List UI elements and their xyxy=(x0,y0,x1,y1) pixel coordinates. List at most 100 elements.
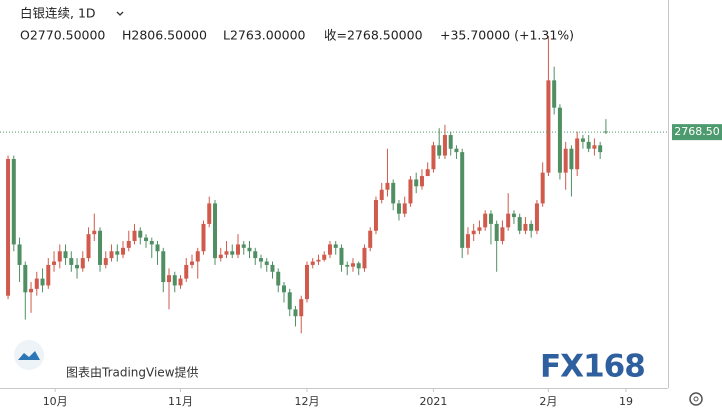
candle-body xyxy=(46,264,51,286)
candle-body xyxy=(569,148,574,170)
candle-body xyxy=(126,241,131,248)
candle-body xyxy=(603,131,608,133)
candle-body xyxy=(356,263,361,269)
x-tick-label: 2月 xyxy=(539,395,557,408)
candle-body xyxy=(167,275,172,283)
candle-body xyxy=(408,179,413,204)
candle-body xyxy=(465,234,470,248)
candle-body xyxy=(540,172,545,204)
candle-body xyxy=(144,237,149,242)
candle-body xyxy=(511,213,516,218)
candle-body xyxy=(563,148,568,173)
candle-body xyxy=(218,254,223,259)
candle-body xyxy=(178,278,183,286)
candle-body xyxy=(414,179,419,187)
candle-body xyxy=(333,244,338,248)
candle-body xyxy=(419,176,424,187)
x-tick-label: 19 xyxy=(619,395,633,408)
candle-body xyxy=(207,203,212,224)
candle-body xyxy=(534,203,539,231)
candle-body xyxy=(23,264,28,293)
candle-body xyxy=(580,138,585,142)
candle-body xyxy=(431,145,436,170)
price-label: 2768.50 xyxy=(674,125,720,138)
candle-body xyxy=(155,244,160,252)
candle-body xyxy=(368,230,373,248)
candle-body xyxy=(517,217,522,231)
candle-body xyxy=(230,251,235,255)
candle-body xyxy=(350,263,355,267)
candle-body xyxy=(402,203,407,214)
candle-body xyxy=(52,261,57,265)
header-low: L2763.00000 xyxy=(223,28,306,43)
candle-body xyxy=(6,158,11,296)
header-change: +35.70000 (+1.31%) xyxy=(440,28,574,43)
candle-body xyxy=(483,213,488,228)
candle-body xyxy=(345,264,350,267)
candle-body xyxy=(121,247,126,255)
candle-body xyxy=(592,145,597,149)
candle-body xyxy=(57,251,62,262)
dropdown-icon[interactable] xyxy=(116,11,124,16)
candle-body xyxy=(448,135,453,149)
candle-body xyxy=(190,261,195,265)
logo: FX168 xyxy=(540,349,645,385)
plot-area xyxy=(6,35,608,334)
candle-body xyxy=(287,292,292,310)
candle-body xyxy=(327,244,332,255)
candle-body xyxy=(34,278,39,289)
candle-body xyxy=(201,223,206,252)
candle-body xyxy=(161,251,166,283)
candle-body xyxy=(506,213,511,228)
candle-body xyxy=(304,264,309,300)
candle-body xyxy=(17,244,22,265)
candle-body xyxy=(213,203,218,259)
candle-body xyxy=(575,138,580,170)
candle-body xyxy=(184,264,189,279)
candle-body xyxy=(281,285,286,293)
candle-body xyxy=(373,199,378,231)
candle-body xyxy=(529,223,534,231)
candle-body xyxy=(552,80,557,108)
candle-body xyxy=(270,264,275,272)
candle-body xyxy=(454,148,459,153)
candle-body xyxy=(488,213,493,224)
candle-body xyxy=(442,135,447,156)
candle-body xyxy=(437,145,442,156)
candle-body xyxy=(98,230,103,265)
candle-body xyxy=(310,261,315,265)
candle-body xyxy=(103,258,108,265)
candle-body xyxy=(40,278,45,286)
candle-body xyxy=(396,203,401,214)
candle-body xyxy=(546,80,551,173)
price-label-box xyxy=(672,124,722,141)
candle-body xyxy=(258,258,263,262)
candle-body xyxy=(247,247,252,252)
tv-logo xyxy=(14,340,44,370)
candle-body xyxy=(11,158,16,245)
candle-body xyxy=(235,244,240,255)
candle-body xyxy=(322,254,327,260)
candle-body xyxy=(316,259,321,262)
x-tick-label: 11月 xyxy=(168,395,193,408)
candle-body xyxy=(362,247,367,269)
x-tick-label: 12月 xyxy=(294,395,319,408)
candle-body xyxy=(557,107,562,173)
candle-body xyxy=(460,152,465,248)
symbol: 白银连续, 1D xyxy=(20,6,96,21)
settings-icon[interactable] xyxy=(689,392,703,406)
candle-body xyxy=(339,247,344,265)
candle-body xyxy=(29,288,34,293)
candle-body xyxy=(276,271,281,286)
candle-body xyxy=(195,251,200,262)
candle-body xyxy=(63,251,68,259)
candle-body xyxy=(149,241,154,245)
candle-body xyxy=(69,258,74,265)
header-open: O2770.50000 xyxy=(20,28,105,43)
candle-body xyxy=(115,251,120,255)
candle-body xyxy=(293,309,298,317)
candle-body xyxy=(75,264,80,269)
candle-body xyxy=(172,275,177,286)
candle-body xyxy=(264,261,269,265)
